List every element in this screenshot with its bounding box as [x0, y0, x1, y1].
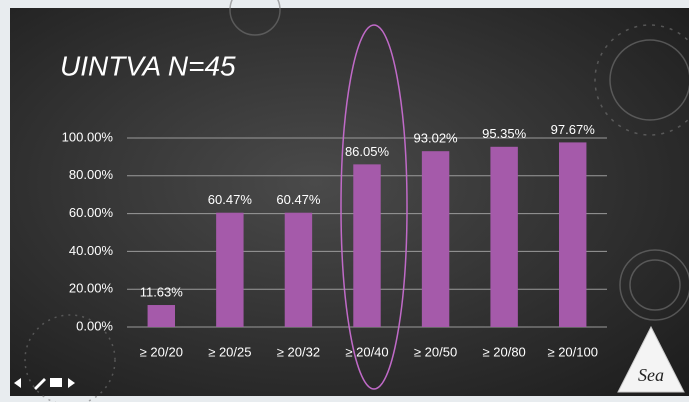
y-tick-label: 80.00%	[69, 167, 114, 182]
y-tick-label: 60.00%	[69, 205, 114, 220]
highlight-ellipse	[340, 24, 408, 390]
pen-button[interactable]	[34, 378, 46, 390]
chart-title: UINTVA N=45	[60, 50, 236, 81]
bar	[353, 164, 381, 327]
value-label: 97.67%	[551, 122, 596, 137]
x-tick-label: ≥ 20/100	[547, 344, 598, 359]
x-tick-label: ≥ 20/50	[414, 344, 457, 359]
y-tick-label: 0.00%	[76, 318, 113, 333]
x-tick-label: ≥ 20/80	[483, 344, 526, 359]
x-tick-label: ≥ 20/32	[277, 344, 320, 359]
bar	[421, 151, 450, 327]
value-label: 60.47%	[276, 192, 321, 207]
value-label: 60.47%	[208, 192, 253, 207]
prev-button[interactable]	[14, 378, 21, 388]
bar	[147, 305, 175, 327]
value-label: 86.05%	[345, 144, 390, 159]
x-tick-label: ≥ 20/20	[140, 344, 183, 359]
bar	[559, 142, 587, 327]
y-tick-label: 20.00%	[69, 281, 114, 296]
value-label: 11.63%	[140, 284, 184, 299]
value-label: 93.02%	[414, 131, 459, 146]
menu-button[interactable]	[50, 378, 62, 387]
plot: 0.00% 20.00% 40.00% 60.00% 80.00% 100.00% ≥ 20…	[62, 122, 607, 359]
bar	[216, 212, 244, 327]
x-tick-label: ≥ 20/25	[208, 344, 251, 359]
nav-icons[interactable]	[14, 378, 75, 390]
value-label: 95.35%	[482, 126, 527, 141]
bar	[490, 146, 518, 327]
logo-text: Sea	[638, 365, 664, 385]
logo: Sea	[617, 325, 685, 393]
decoration	[24, 0, 689, 402]
logo-triangle	[617, 325, 685, 393]
next-button[interactable]	[68, 378, 75, 388]
y-tick-label: 40.00%	[69, 243, 114, 258]
x-tick-label: ≥ 20/40	[345, 344, 388, 359]
bar	[284, 212, 313, 327]
y-tick-label: 100.00%	[62, 129, 114, 144]
